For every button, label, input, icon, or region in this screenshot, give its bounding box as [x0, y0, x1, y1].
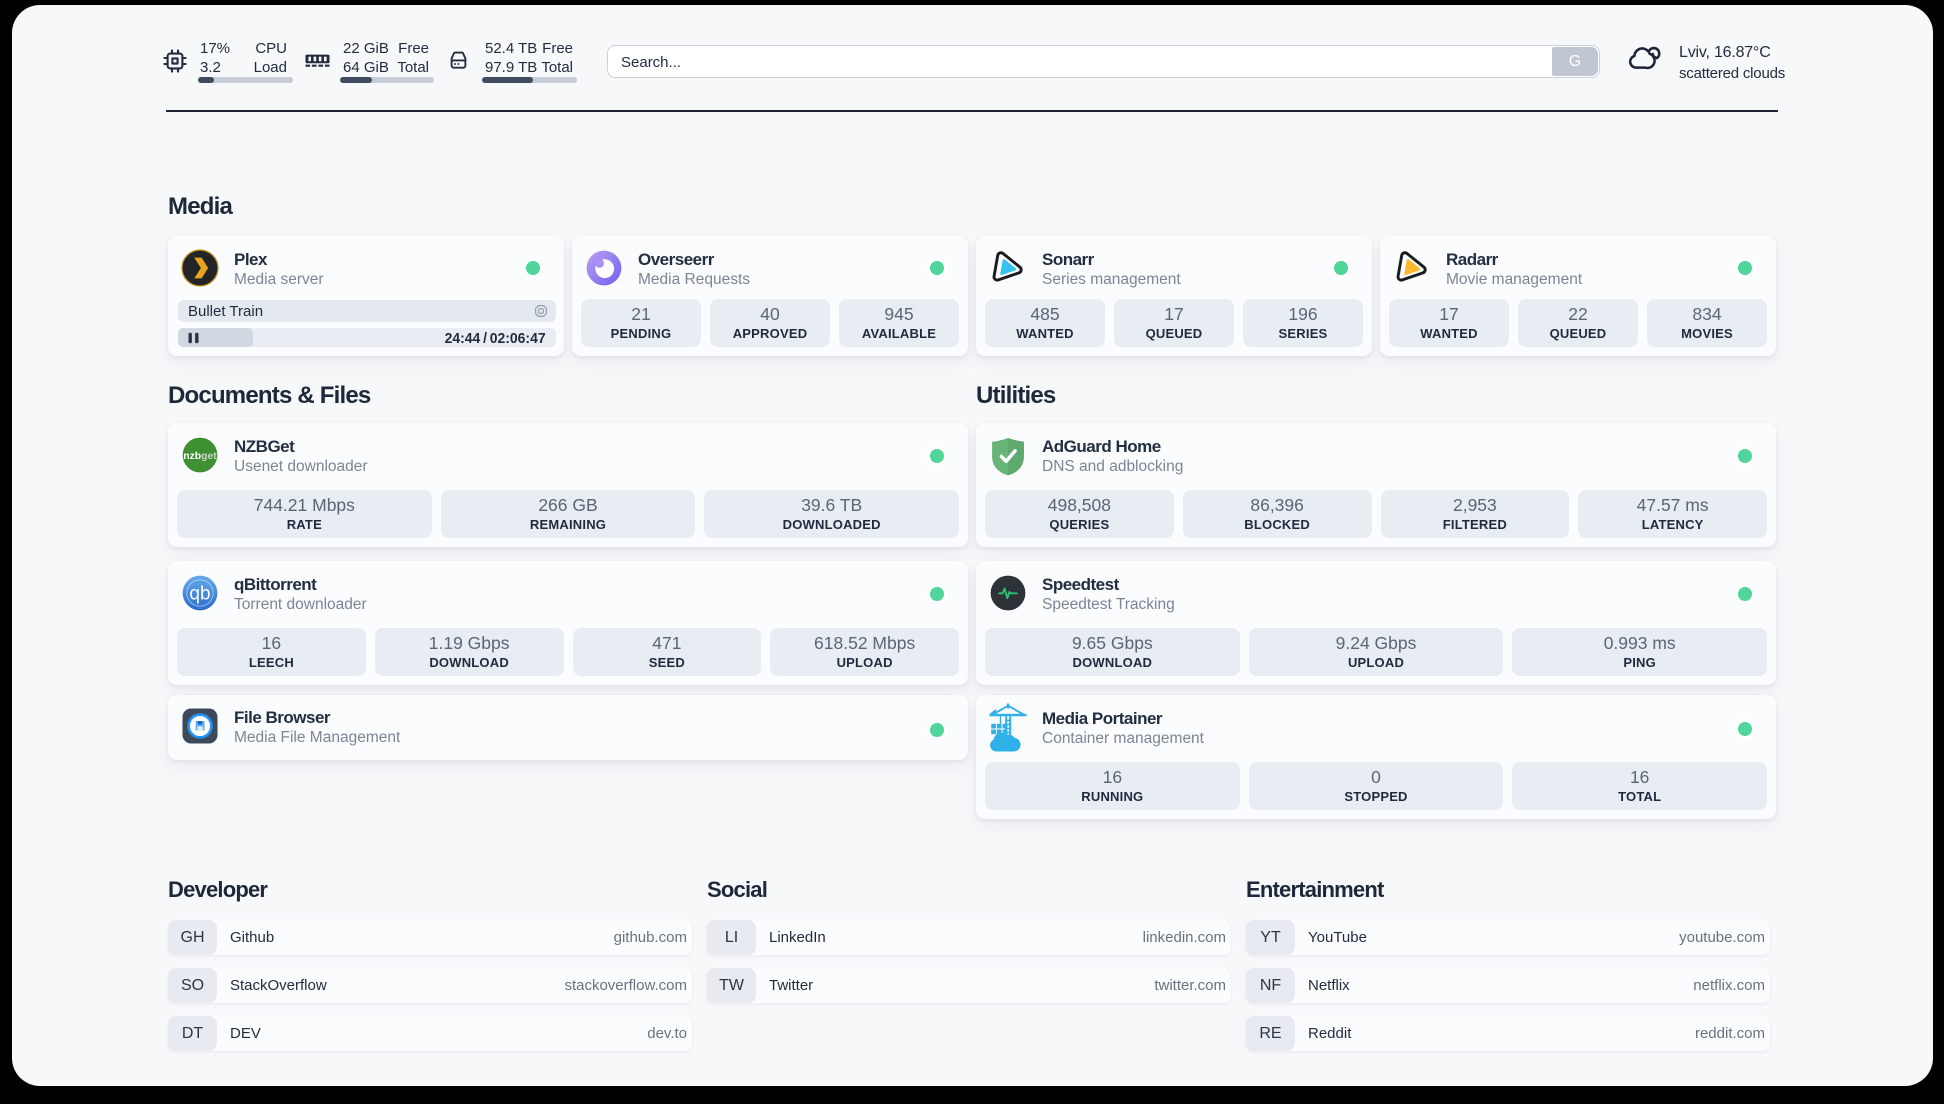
- svg-text:qb: qb: [189, 584, 210, 605]
- svg-text:nzbget: nzbget: [183, 451, 217, 462]
